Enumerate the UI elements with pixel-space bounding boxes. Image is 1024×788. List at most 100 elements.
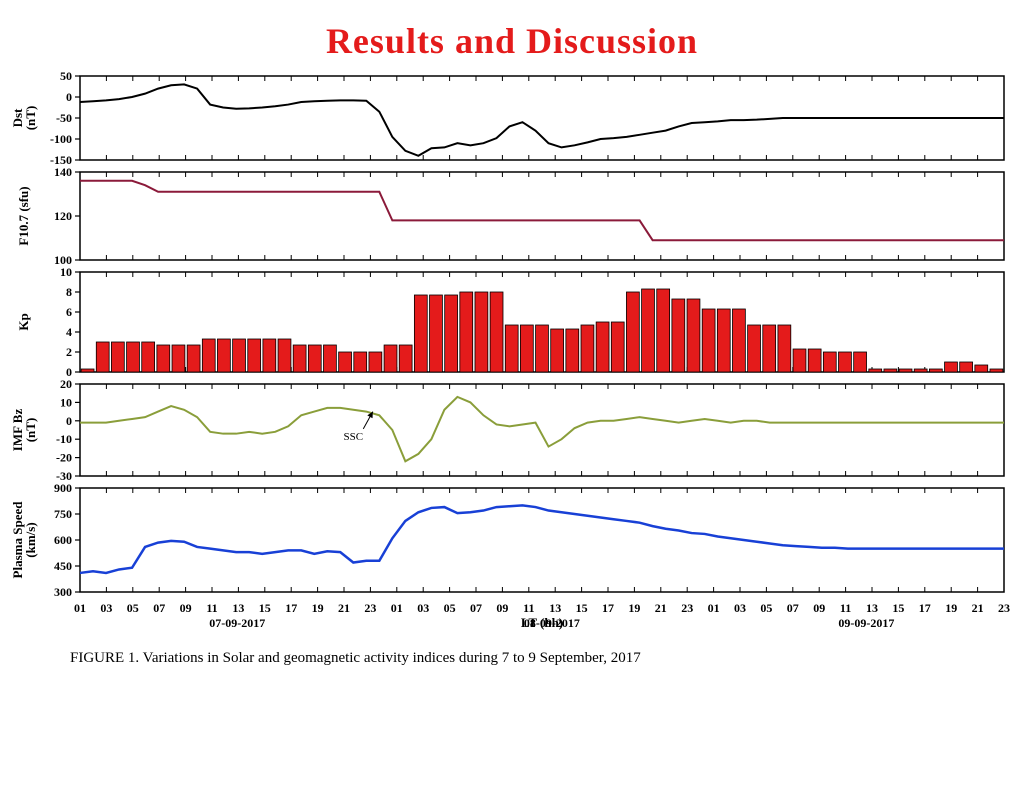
svg-text:07: 07: [787, 601, 799, 615]
bar: [642, 289, 655, 372]
svg-text:10: 10: [60, 268, 72, 279]
bar: [399, 345, 412, 372]
svg-text:19: 19: [945, 601, 957, 615]
bar: [490, 292, 503, 372]
bar: [975, 365, 988, 372]
chart-panel-2: 0246810Kp: [10, 268, 1014, 376]
chart-panel-1: 100 120 140 F10.7 (sfu): [10, 168, 1014, 264]
bar: [626, 292, 639, 372]
bar: [929, 369, 942, 372]
svg-text:-20: -20: [56, 451, 72, 465]
chart-panel-3: -30-20-1001020IMF Bz(nT)SSC: [10, 380, 1014, 480]
line-series: [80, 181, 1004, 240]
bar: [702, 309, 715, 372]
bar: [536, 325, 549, 372]
svg-text:50: 50: [60, 72, 72, 83]
svg-text:17: 17: [919, 601, 931, 615]
bar: [142, 342, 155, 372]
bar: [839, 352, 852, 372]
bar: [823, 352, 836, 372]
bar: [157, 345, 170, 372]
bar: [717, 309, 730, 372]
bar: [884, 369, 897, 372]
bar: [657, 289, 670, 372]
svg-text:01: 01: [391, 601, 403, 615]
bar: [854, 352, 867, 372]
svg-text:-30: -30: [56, 469, 72, 480]
x-axis: 0103050709111315171921230103050709111315…: [10, 600, 1014, 642]
svg-text:-50: -50: [56, 111, 72, 125]
svg-text:300: 300: [54, 585, 72, 596]
bar: [763, 325, 776, 372]
charts-container: -150-100-50050Dst(nT)100120140F10.7 (sfu…: [0, 72, 1024, 642]
svg-text:120: 120: [54, 209, 72, 223]
svg-text:IMF Bz(nT): IMF Bz(nT): [10, 409, 38, 452]
svg-text:10: 10: [60, 395, 72, 409]
svg-text:Dst(nT): Dst(nT): [10, 106, 38, 131]
bar: [611, 322, 624, 372]
svg-text:03: 03: [100, 601, 112, 615]
svg-text:0: 0: [66, 365, 72, 376]
bar: [672, 299, 685, 372]
svg-text:F10.7 (sfu): F10.7 (sfu): [16, 186, 31, 245]
bar: [430, 295, 443, 372]
svg-text:2: 2: [66, 345, 72, 359]
bar: [460, 292, 473, 372]
svg-text:750: 750: [54, 507, 72, 521]
bar: [414, 295, 427, 372]
svg-text:11: 11: [523, 601, 534, 615]
svg-text:11: 11: [840, 601, 851, 615]
bar: [914, 369, 927, 372]
bar: [475, 292, 488, 372]
svg-text:05: 05: [127, 601, 139, 615]
svg-text:900: 900: [54, 484, 72, 495]
svg-text:17: 17: [602, 601, 614, 615]
bar: [172, 345, 185, 372]
svg-text:09: 09: [813, 601, 825, 615]
bar: [748, 325, 761, 372]
bar: [308, 345, 321, 372]
svg-text:23: 23: [364, 601, 376, 615]
bar: [248, 339, 261, 372]
svg-text:100: 100: [54, 253, 72, 264]
svg-text:07: 07: [470, 601, 482, 615]
bar: [732, 309, 745, 372]
svg-text:07-09-2017: 07-09-2017: [209, 616, 265, 630]
svg-text:20: 20: [60, 380, 72, 391]
svg-text:21: 21: [972, 601, 984, 615]
bar: [263, 339, 276, 372]
svg-text:15: 15: [259, 601, 271, 615]
svg-text:13: 13: [232, 601, 244, 615]
bar: [96, 342, 109, 372]
bar: [793, 349, 806, 372]
bar: [581, 325, 594, 372]
line-series: [80, 84, 1004, 155]
bar: [520, 325, 533, 372]
bar: [945, 362, 958, 372]
bar: [445, 295, 458, 372]
svg-text:Kp: Kp: [16, 313, 31, 330]
svg-text:23: 23: [681, 601, 693, 615]
bar: [384, 345, 397, 372]
svg-text:Plasma Speed(km/s): Plasma Speed(km/s): [10, 501, 38, 579]
svg-text:08-09-2017: 08-09-2017: [524, 616, 580, 630]
line-series: [80, 397, 1004, 461]
svg-text:11: 11: [206, 601, 217, 615]
bar: [202, 339, 215, 372]
svg-text:-150: -150: [50, 153, 72, 164]
svg-text:140: 140: [54, 168, 72, 179]
page-title: Results and Discussion: [0, 20, 1024, 62]
bar: [354, 352, 367, 372]
svg-text:03: 03: [734, 601, 746, 615]
bar: [111, 342, 124, 372]
bar: [217, 339, 230, 372]
bar: [187, 345, 200, 372]
svg-text:21: 21: [655, 601, 667, 615]
svg-text:6: 6: [66, 305, 72, 319]
svg-text:01: 01: [708, 601, 720, 615]
svg-text:4: 4: [66, 325, 72, 339]
bar: [687, 299, 700, 372]
bar: [505, 325, 518, 372]
svg-text:05: 05: [760, 601, 772, 615]
svg-text:15: 15: [576, 601, 588, 615]
